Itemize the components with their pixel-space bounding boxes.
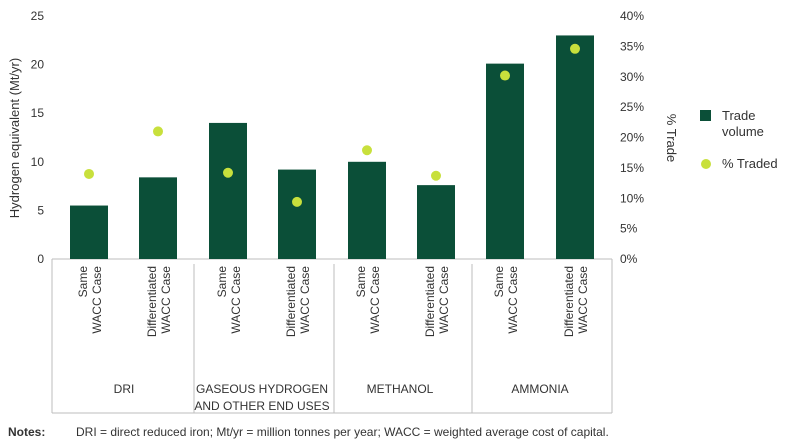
legend-item-trade-volume: Trade volume: [700, 108, 785, 140]
dot-pct-traded: [431, 170, 441, 181]
group-label-line: AMMONIA: [511, 382, 568, 396]
case-label-line: Same: [354, 266, 368, 298]
legend-item-pct-traded: % Traded: [700, 156, 785, 172]
right-tick-label: 30%: [620, 70, 644, 84]
case-label-line: WACC Case: [437, 266, 451, 334]
legend-dot-pct-traded: [701, 159, 711, 169]
bar-trade-volume: [348, 161, 386, 259]
case-label-line: WACC Case: [229, 266, 243, 334]
dot-pct-traded: [570, 43, 580, 54]
notes-text: DRI = direct reduced iron; Mt/yr = milli…: [76, 425, 609, 439]
notes-label: Notes:: [8, 425, 46, 439]
bar-trade-volume: [556, 35, 594, 259]
group-label-line: GASEOUS HYDROGEN: [196, 382, 328, 396]
right-tick-label: 20%: [620, 131, 644, 145]
right-tick-label: 5%: [620, 222, 638, 236]
left-tick-label: 10: [31, 155, 45, 169]
case-label-line: WACC Case: [159, 266, 173, 334]
case-label-line: WACC Case: [506, 266, 520, 334]
right-tick-label: 10%: [620, 191, 644, 205]
case-label-line: Differentiated: [562, 266, 576, 337]
group-label-line: METHANOL: [367, 382, 434, 396]
case-label-line: WACC Case: [368, 266, 382, 334]
right-tick-label: 0%: [620, 252, 638, 266]
bar-trade-volume: [278, 169, 316, 259]
group-label-line: DRI: [114, 382, 135, 396]
right-tick-label: 40%: [620, 9, 644, 23]
case-label-line: Differentiated: [423, 266, 437, 337]
dot-pct-traded: [362, 145, 372, 156]
left-tick-label: 25: [31, 9, 45, 23]
bar-trade-volume: [417, 185, 455, 259]
case-label-line: Differentiated: [284, 266, 298, 337]
left-axis-title: Hydrogen equivalent (Mt/yr): [7, 58, 22, 218]
bar-trade-volume: [70, 205, 108, 259]
legend-label-pct-traded: % Traded: [722, 156, 778, 171]
dot-pct-traded: [500, 70, 510, 81]
left-tick-label: 20: [31, 58, 45, 72]
case-label-line: Same: [76, 266, 90, 298]
legend: Trade volume % Traded: [700, 108, 785, 188]
left-tick-label: 0: [37, 252, 44, 266]
right-tick-label: 25%: [620, 100, 644, 114]
dot-pct-traded: [223, 167, 233, 178]
right-axis-title: % Trade: [664, 114, 679, 162]
bar-trade-volume: [139, 177, 177, 259]
legend-swatch-trade-volume: [700, 110, 711, 121]
legend-label-trade-volume: Trade volume: [722, 108, 764, 139]
dot-pct-traded: [153, 126, 163, 137]
right-tick-label: 15%: [620, 161, 644, 175]
case-label-line: Same: [492, 266, 506, 298]
bar-trade-volume: [486, 63, 524, 260]
left-tick-label: 15: [31, 106, 45, 120]
case-label-line: Same: [215, 266, 229, 298]
group-label-line: AND OTHER END USES: [194, 399, 329, 413]
dot-pct-traded: [84, 168, 94, 179]
case-label-line: WACC Case: [90, 266, 104, 334]
case-label-line: WACC Case: [576, 266, 590, 334]
case-label-line: WACC Case: [298, 266, 312, 334]
dot-pct-traded: [292, 196, 302, 207]
case-label-line: Differentiated: [145, 266, 159, 337]
bar-trade-volume: [209, 122, 247, 259]
notes: Notes: DRI = direct reduced iron; Mt/yr =…: [8, 425, 609, 439]
left-tick-label: 5: [37, 203, 44, 217]
right-tick-label: 35%: [620, 39, 644, 53]
